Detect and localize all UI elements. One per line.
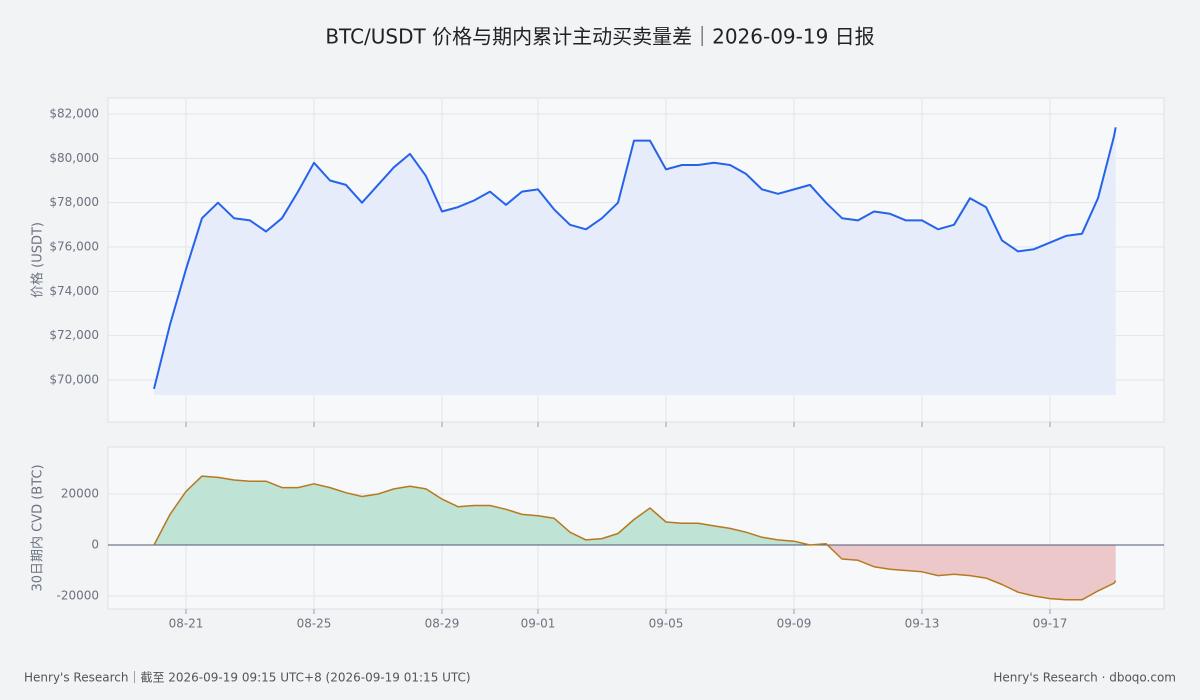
y-tick-label: $78,000 xyxy=(49,195,99,209)
y-axis-title: 30日期内 CVD (BTC) xyxy=(30,464,46,591)
y-tick-label: $74,000 xyxy=(49,284,99,298)
y-tick-label: -20000 xyxy=(56,589,99,603)
y-tick-label: $80,000 xyxy=(49,151,99,165)
y-tick-label: $76,000 xyxy=(49,240,99,254)
positive-area xyxy=(154,476,828,545)
x-tick-label: 09-01 xyxy=(521,617,556,631)
price-line xyxy=(153,127,1117,390)
y-tick-label: $72,000 xyxy=(49,328,99,342)
chart-title: BTC/USDT 价格与期内累计主动买卖量差｜2026-09-19 日报 xyxy=(325,25,874,49)
x-tick-label: 09-05 xyxy=(649,617,684,631)
area xyxy=(154,127,1116,395)
x-tick-label: 08-29 xyxy=(425,617,460,631)
cvd-line xyxy=(153,475,1117,601)
x-tick-label: 09-17 xyxy=(1033,617,1068,631)
footer-left: Henry's Research｜截至 2026-09-19 09:15 UTC… xyxy=(24,671,471,685)
x-tick-label: 09-13 xyxy=(905,617,940,631)
y-axis-title: 价格 (USDT) xyxy=(30,222,46,298)
y-tick-label: $82,000 xyxy=(49,107,99,121)
y-tick-label: 0 xyxy=(91,537,99,551)
negative-area xyxy=(154,544,1116,600)
x-tick-label: 09-09 xyxy=(777,617,812,631)
y-tick-label: $70,000 xyxy=(49,373,99,387)
y-tick-label: 20000 xyxy=(61,486,99,500)
x-tick-label: 08-25 xyxy=(297,617,332,631)
x-tick-label: 08-21 xyxy=(169,617,204,631)
footer-right: Henry's Research · dboqo.com xyxy=(993,671,1176,685)
